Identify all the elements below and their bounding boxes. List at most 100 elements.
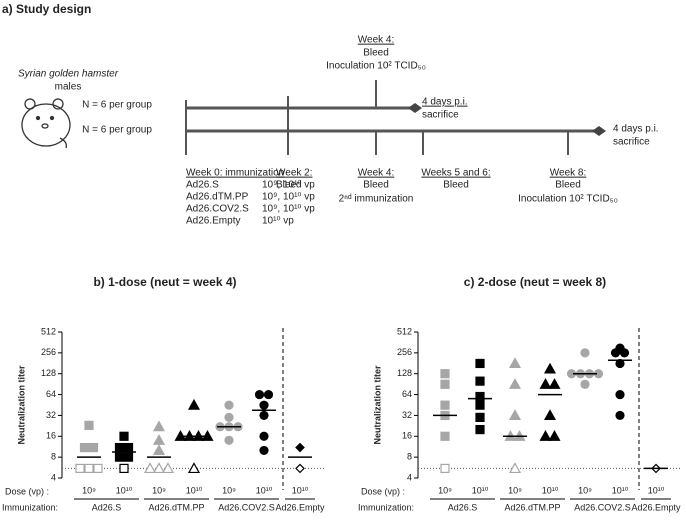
point bbox=[475, 424, 485, 435]
point bbox=[84, 420, 94, 430]
group-name: Ad26.dTM.PP bbox=[504, 502, 560, 512]
point bbox=[224, 412, 234, 422]
timepoint-label: Week 4: bbox=[358, 168, 395, 179]
y-tick-label: 512 bbox=[397, 326, 412, 336]
table-cell: Ad26.Empty bbox=[186, 216, 240, 227]
point bbox=[475, 400, 485, 410]
species: Syrian golden hamster bbox=[18, 69, 119, 80]
point bbox=[259, 400, 269, 410]
point bbox=[548, 430, 561, 441]
dose-tick-label: 10¹⁰ bbox=[256, 485, 273, 495]
point bbox=[440, 431, 450, 441]
challenge-line: Bleed bbox=[363, 48, 389, 59]
timepoint-line: Bleed bbox=[363, 180, 389, 191]
point bbox=[152, 434, 166, 445]
point bbox=[161, 462, 175, 474]
timepoint-label: Weeks 5 and 6: bbox=[421, 168, 490, 179]
point bbox=[143, 462, 157, 474]
point bbox=[224, 435, 234, 445]
y-tick-label: 128 bbox=[397, 368, 412, 378]
y-axis-label: Neutralization titer bbox=[16, 365, 26, 445]
group-name: Ad26.S bbox=[448, 502, 478, 512]
point bbox=[615, 410, 625, 421]
point bbox=[263, 389, 274, 400]
challenge-line: Inoculation 10² TCID₅₀ bbox=[326, 61, 426, 72]
y-tick-label: 32 bbox=[402, 410, 412, 420]
sex: males bbox=[55, 82, 82, 93]
challenge-label: Week 4: bbox=[358, 35, 395, 46]
point bbox=[543, 409, 557, 421]
table-cell: Ad26.COV2.S bbox=[186, 204, 249, 215]
point bbox=[75, 463, 85, 474]
point bbox=[610, 348, 621, 358]
study-design: a) Study design Syrian golden hamster ma… bbox=[2, 2, 659, 226]
panel-title: a) Study design bbox=[2, 2, 91, 16]
dose-tick-label: 10¹⁰ bbox=[292, 485, 309, 495]
group-name: Ad26.COV2.S bbox=[574, 502, 631, 512]
endpoint-label: 4 days p.i. bbox=[422, 97, 468, 108]
point bbox=[475, 412, 485, 422]
timepoint-line: Bleed bbox=[276, 180, 302, 191]
timepoint-line: 2ⁿᵈ immunization bbox=[339, 194, 414, 205]
group-label: Immunization: bbox=[358, 502, 414, 512]
point bbox=[475, 376, 485, 386]
point bbox=[119, 431, 129, 441]
dose-tick-label: 10¹⁰ bbox=[612, 485, 629, 495]
dose-tick-label: 10¹⁰ bbox=[648, 485, 665, 495]
point bbox=[508, 357, 522, 369]
group-name: Ad26.dTM.PP bbox=[148, 502, 204, 512]
timepoint-ticks bbox=[185, 80, 569, 155]
point bbox=[539, 378, 552, 389]
dose-tick-label: 10¹⁰ bbox=[186, 485, 203, 495]
point bbox=[93, 463, 103, 474]
point bbox=[440, 400, 450, 410]
group-name: Ad26.Empty bbox=[631, 502, 681, 512]
table-cell: Ad26.S bbox=[186, 180, 219, 191]
dose-tick-label: 10¹⁰ bbox=[472, 485, 489, 495]
dose-tick-label: 10⁹ bbox=[152, 485, 166, 495]
dose-tick-label: 10⁹ bbox=[82, 485, 96, 495]
group-name: Ad26.Empty bbox=[275, 502, 325, 512]
point bbox=[440, 379, 450, 389]
point bbox=[88, 442, 99, 453]
group-label: N = 6 per group bbox=[82, 125, 152, 136]
y-tick-label: 64 bbox=[402, 389, 412, 399]
y-tick-label: 64 bbox=[46, 389, 56, 399]
timepoint-line: Bleed bbox=[443, 180, 469, 191]
group-name: Ad26.COV2.S bbox=[218, 502, 275, 512]
timepoint-line: Inoculation 10² TCID₅₀ bbox=[518, 194, 618, 205]
table-cell: Ad26.dTM.PP bbox=[186, 192, 249, 203]
point bbox=[84, 463, 94, 474]
point bbox=[508, 409, 522, 421]
point bbox=[615, 389, 625, 400]
hamster-icon bbox=[21, 98, 71, 149]
dose-tick-label: 10¹⁰ bbox=[116, 485, 133, 495]
point bbox=[119, 463, 129, 474]
point bbox=[259, 445, 269, 456]
point bbox=[580, 348, 590, 358]
point bbox=[259, 410, 269, 421]
point bbox=[123, 442, 134, 453]
y-tick-label: 16 bbox=[402, 431, 412, 441]
y-tick-label: 512 bbox=[41, 326, 56, 336]
timepoint-label: Week 2: bbox=[276, 168, 313, 179]
dose-label: Dose (vp) : bbox=[5, 486, 49, 496]
point bbox=[548, 378, 561, 389]
point bbox=[539, 430, 552, 441]
dose-tick-label: 10⁹ bbox=[438, 485, 452, 495]
endpoint-label: 4 days p.i. bbox=[613, 124, 659, 135]
group-label: N = 6 per group bbox=[82, 100, 152, 111]
point bbox=[295, 463, 305, 474]
timelines bbox=[186, 106, 596, 133]
y-tick-label: 256 bbox=[397, 347, 412, 357]
point bbox=[508, 462, 522, 474]
point bbox=[152, 444, 166, 456]
point bbox=[79, 442, 90, 453]
group-label: Immunization: bbox=[2, 502, 58, 512]
timepoint-label: Week 8: bbox=[550, 168, 587, 179]
point bbox=[295, 442, 305, 453]
dose-tick-label: 10⁹ bbox=[222, 485, 236, 495]
table-cell: 10⁹, 10¹⁰ vp bbox=[262, 204, 315, 215]
timepoint-line: Bleed bbox=[555, 180, 581, 191]
